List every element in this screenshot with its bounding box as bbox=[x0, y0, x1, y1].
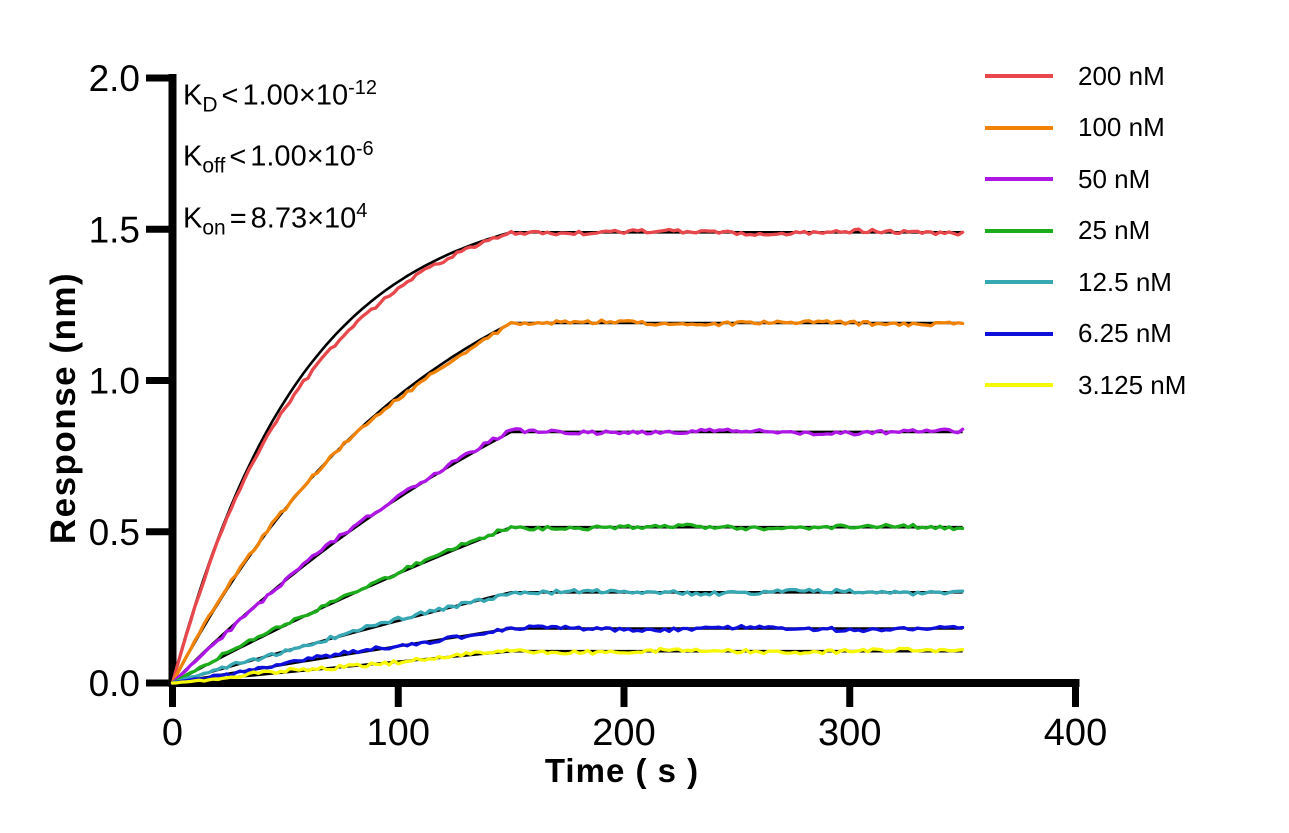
fit-curve-25nM bbox=[171, 525, 963, 685]
y-tick-label: 1.5 bbox=[89, 209, 140, 250]
legend-swatch bbox=[985, 331, 1053, 336]
legend-label: 100 nM bbox=[1078, 112, 1165, 142]
legend-swatch bbox=[985, 177, 1053, 181]
x-tick-label: 400 bbox=[1044, 712, 1107, 754]
annotation-kd: KD <1.00×10-12 bbox=[183, 66, 377, 127]
series-curve-6.25nM bbox=[170, 623, 965, 685]
annotation-kon-exponent: 4 bbox=[356, 199, 368, 222]
kinetics-annotations: KD <1.00×10-12 Koff <1.00×10-6 Kon = 8.73×10… bbox=[183, 66, 377, 250]
legend-swatch bbox=[985, 228, 1053, 233]
legend-item-50nM: 50 nM bbox=[985, 164, 1186, 194]
annotation-koff-sub: off bbox=[202, 154, 226, 178]
legend-item-25nM: 25 nM bbox=[985, 215, 1186, 245]
annotation-kd-operator: < bbox=[221, 79, 239, 112]
y-tick-label: 2.0 bbox=[89, 58, 140, 99]
x-tick-label: 100 bbox=[367, 712, 430, 754]
legend-swatch bbox=[985, 383, 1053, 387]
annotation-kon-value: 8.73×10 bbox=[250, 202, 357, 235]
y-tick-label: 0.0 bbox=[89, 663, 140, 704]
x-tick-label: 200 bbox=[592, 712, 655, 754]
annotation-koff-exponent: -6 bbox=[355, 138, 374, 161]
annotation-kd-value: 1.00×10 bbox=[242, 79, 349, 112]
legend-item-200nM: 200 nM bbox=[985, 61, 1186, 91]
x-tick-label: 300 bbox=[818, 712, 881, 754]
legend-label: 25 nM bbox=[1078, 215, 1151, 245]
y-tick-label: 1.0 bbox=[89, 361, 140, 402]
annotation-koff: Koff <1.00×10-6 bbox=[183, 127, 377, 188]
fit-curve-200nM bbox=[171, 231, 963, 684]
legend-label: 50 nM bbox=[1078, 163, 1151, 194]
legend-item-3.125nM: 3.125 nM bbox=[985, 370, 1186, 400]
x-axis-title: Time ( s ) bbox=[544, 752, 700, 789]
y-tick-label: 0.5 bbox=[89, 512, 140, 553]
legend: 200 nM 100 nM 50 nM 25 nM 12.5 nM 6.25 nM 3.12… bbox=[985, 61, 1186, 400]
series-curve-3.125nM bbox=[170, 646, 965, 685]
legend-item-6.25nM: 6.25 nM bbox=[985, 318, 1186, 348]
series-curve-50nM bbox=[170, 427, 965, 685]
legend-label: 6.25 nM bbox=[1078, 318, 1172, 348]
annotation-kd-exponent: -12 bbox=[348, 77, 377, 99]
legend-item-100nM: 100 nM bbox=[985, 112, 1186, 142]
legend-swatch bbox=[985, 74, 1053, 78]
annotation-kon-sub: on bbox=[202, 216, 226, 240]
series-curve-100nM bbox=[170, 318, 965, 685]
legend-swatch bbox=[985, 280, 1053, 284]
annotation-kd-base: K bbox=[183, 79, 203, 112]
legend-label: 12.5 nM bbox=[1078, 266, 1172, 297]
annotation-koff-value: 1.00×10 bbox=[250, 141, 356, 174]
series-curve-12.5nM bbox=[170, 587, 965, 685]
series-curve-200nM bbox=[170, 227, 965, 685]
annotation-kon-base: K bbox=[183, 202, 203, 235]
legend-label: 3.125 nM bbox=[1078, 369, 1187, 400]
annotation-kon: Kon = 8.73×104 bbox=[183, 189, 377, 250]
x-tick-label: 0 bbox=[162, 712, 183, 754]
legend-swatch bbox=[985, 125, 1053, 130]
annotation-koff-base: K bbox=[183, 141, 203, 174]
annotation-koff-operator: < bbox=[229, 141, 247, 174]
annotation-kd-sub: D bbox=[202, 93, 218, 117]
annotation-kon-operator: = bbox=[229, 202, 247, 235]
legend-item-12.5nM: 12.5 nM bbox=[985, 267, 1186, 297]
fit-curve-6.25nM bbox=[172, 627, 963, 685]
y-axis-title: Response (nm) bbox=[44, 271, 83, 545]
fit-curve-50nM bbox=[171, 430, 963, 684]
legend-label: 200 nM bbox=[1078, 60, 1165, 91]
series-curve-25nM bbox=[170, 522, 965, 685]
